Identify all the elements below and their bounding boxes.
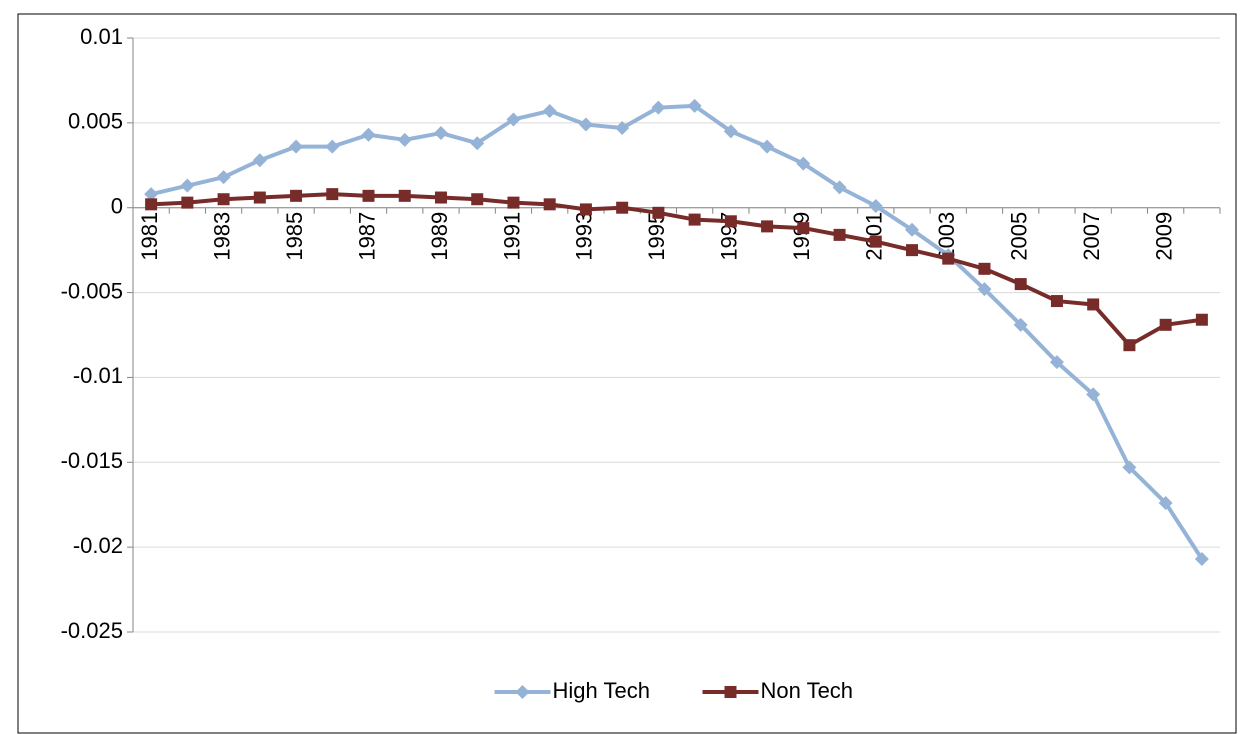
x-tick-label: 1993 [572, 212, 597, 261]
y-tick-label: -0.015 [61, 448, 123, 473]
marker [978, 262, 991, 275]
marker [398, 189, 411, 202]
marker [761, 220, 774, 233]
marker [615, 120, 630, 135]
marker [833, 228, 846, 241]
marker [1123, 339, 1136, 352]
marker [470, 136, 485, 151]
y-tick-label: 0.005 [68, 109, 123, 134]
marker [977, 282, 992, 297]
marker [434, 191, 447, 204]
legend-marker [724, 686, 737, 698]
marker [217, 193, 230, 206]
marker [1087, 298, 1100, 311]
marker [906, 244, 919, 257]
x-tick-label: 1983 [209, 212, 234, 261]
marker [724, 215, 737, 228]
marker [942, 252, 955, 265]
x-tick-label: 1989 [427, 212, 452, 261]
marker [289, 139, 304, 154]
marker [1050, 295, 1063, 308]
marker [543, 198, 556, 211]
marker [180, 178, 195, 193]
x-tick-label: 1991 [499, 212, 524, 261]
marker [433, 126, 448, 141]
marker [760, 139, 775, 154]
marker [290, 189, 303, 202]
marker [868, 199, 883, 214]
marker [1049, 355, 1064, 370]
marker [796, 156, 811, 171]
marker [1122, 460, 1137, 475]
x-tick-label: 1987 [354, 212, 379, 261]
x-tick-label: 2005 [1007, 212, 1032, 261]
marker [1195, 313, 1208, 326]
marker [832, 180, 847, 195]
x-tick-label: 2007 [1079, 212, 1104, 261]
x-tick-label: 1999 [789, 212, 814, 261]
x-tick-label: 1985 [282, 212, 307, 261]
y-tick-label: 0.01 [80, 24, 123, 49]
y-tick-label: -0.02 [73, 533, 123, 558]
y-tick-label: -0.005 [61, 278, 123, 303]
marker [797, 222, 810, 235]
x-tick-label: 1981 [137, 212, 162, 261]
marker [144, 187, 159, 202]
marker [361, 127, 376, 142]
marker [1014, 278, 1027, 291]
y-tick-label: -0.025 [61, 618, 123, 643]
marker [1194, 552, 1209, 567]
marker [579, 203, 592, 216]
marker [471, 193, 484, 206]
legend-marker [515, 685, 530, 699]
marker [252, 153, 267, 168]
y-tick-label: 0 [111, 194, 123, 219]
marker [542, 103, 557, 118]
marker [616, 201, 629, 214]
chart-frame [17, 13, 1237, 734]
marker [507, 196, 520, 209]
marker [326, 188, 339, 201]
marker [905, 222, 920, 237]
marker [181, 196, 194, 209]
legend-label: High Tech [553, 678, 650, 703]
marker [325, 139, 340, 154]
marker [687, 98, 702, 113]
marker [869, 235, 882, 248]
legend-label: Non Tech [761, 678, 854, 703]
marker [651, 100, 666, 115]
marker [1158, 496, 1173, 511]
series-line [151, 192, 1203, 348]
marker [652, 206, 665, 219]
marker [253, 191, 266, 204]
marker [1086, 387, 1101, 402]
marker [723, 124, 738, 139]
marker [145, 198, 158, 211]
x-tick-label: 2009 [1151, 212, 1176, 261]
marker [1159, 318, 1172, 331]
marker [397, 132, 412, 147]
marker [578, 117, 593, 132]
marker [216, 170, 231, 185]
y-tick-label: -0.01 [73, 363, 123, 388]
marker [506, 112, 521, 127]
marker [1013, 317, 1028, 332]
x-tick-label: 1995 [644, 212, 669, 261]
marker [688, 213, 701, 226]
marker [362, 189, 375, 202]
